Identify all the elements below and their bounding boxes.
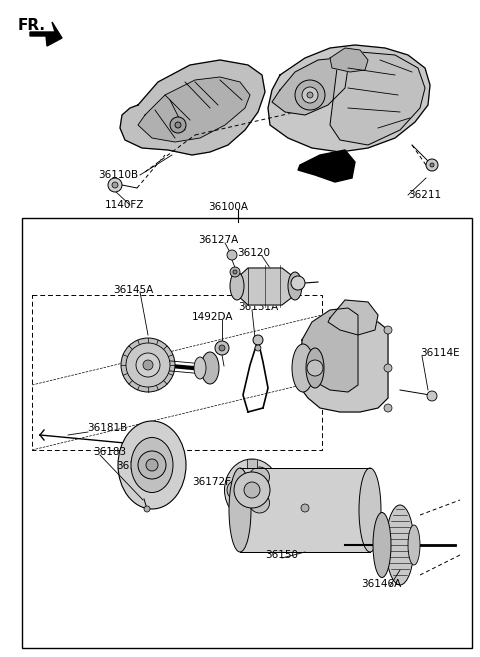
Text: 36110B: 36110B	[98, 170, 138, 180]
Ellipse shape	[359, 468, 381, 552]
Text: 36114E: 36114E	[420, 348, 460, 358]
Ellipse shape	[373, 512, 391, 578]
Text: 36145A: 36145A	[113, 285, 153, 295]
Circle shape	[227, 480, 247, 500]
Circle shape	[430, 163, 434, 167]
Text: 1492DA: 1492DA	[192, 312, 233, 322]
Ellipse shape	[118, 421, 186, 509]
Circle shape	[295, 80, 325, 110]
Text: 36120: 36120	[238, 248, 271, 258]
Polygon shape	[138, 77, 250, 142]
Circle shape	[143, 360, 153, 370]
Text: 36150: 36150	[265, 550, 299, 560]
Text: 36181B: 36181B	[87, 423, 127, 433]
Circle shape	[427, 391, 437, 401]
Ellipse shape	[386, 505, 414, 585]
Polygon shape	[30, 22, 62, 46]
Circle shape	[253, 335, 263, 345]
Circle shape	[384, 326, 392, 334]
Circle shape	[146, 459, 158, 471]
Polygon shape	[328, 300, 378, 335]
Polygon shape	[120, 60, 265, 155]
Text: 36172F: 36172F	[192, 477, 231, 487]
Polygon shape	[330, 52, 425, 145]
Circle shape	[255, 345, 261, 351]
Text: 36211: 36211	[408, 190, 441, 200]
Text: 36183: 36183	[93, 447, 126, 457]
Circle shape	[307, 92, 313, 98]
Circle shape	[230, 267, 240, 277]
Text: 36100A: 36100A	[208, 202, 248, 212]
Text: FR.: FR.	[18, 18, 46, 33]
Circle shape	[219, 345, 225, 351]
Ellipse shape	[137, 346, 149, 384]
Circle shape	[175, 122, 181, 128]
Circle shape	[233, 270, 237, 274]
Polygon shape	[330, 48, 368, 72]
Ellipse shape	[225, 459, 279, 521]
Circle shape	[126, 343, 170, 387]
Ellipse shape	[306, 348, 324, 388]
Circle shape	[244, 482, 260, 498]
Polygon shape	[237, 268, 295, 305]
Circle shape	[291, 276, 305, 290]
Ellipse shape	[288, 272, 302, 300]
Polygon shape	[272, 58, 348, 115]
Circle shape	[307, 360, 323, 376]
Circle shape	[108, 178, 122, 192]
Circle shape	[215, 341, 229, 355]
Text: 1140FZ: 1140FZ	[105, 200, 144, 210]
Ellipse shape	[194, 357, 206, 379]
Bar	[32, 295, 322, 450]
Ellipse shape	[230, 272, 244, 300]
Circle shape	[138, 451, 166, 479]
Ellipse shape	[229, 468, 251, 552]
Circle shape	[136, 353, 160, 377]
Circle shape	[384, 404, 392, 412]
Circle shape	[250, 467, 269, 487]
Ellipse shape	[201, 352, 219, 384]
Circle shape	[112, 182, 118, 188]
Circle shape	[144, 506, 150, 512]
Text: 36170: 36170	[116, 461, 149, 471]
Polygon shape	[302, 308, 358, 392]
Text: 36146A: 36146A	[361, 579, 401, 589]
Circle shape	[170, 117, 186, 133]
Ellipse shape	[292, 344, 314, 392]
Text: 36110: 36110	[325, 312, 358, 322]
Bar	[22, 218, 472, 648]
Circle shape	[302, 87, 318, 103]
Circle shape	[234, 472, 270, 508]
Circle shape	[426, 159, 438, 171]
Circle shape	[227, 250, 237, 260]
Ellipse shape	[131, 438, 173, 493]
Bar	[240, 468, 370, 552]
Text: 36127A: 36127A	[198, 235, 238, 245]
Circle shape	[250, 493, 269, 513]
Text: 36131A: 36131A	[238, 302, 278, 312]
Ellipse shape	[408, 525, 420, 565]
Circle shape	[384, 364, 392, 372]
Polygon shape	[302, 318, 388, 412]
Circle shape	[121, 338, 175, 392]
Polygon shape	[298, 150, 355, 182]
Polygon shape	[268, 45, 430, 152]
Polygon shape	[247, 459, 257, 468]
Circle shape	[301, 504, 309, 512]
